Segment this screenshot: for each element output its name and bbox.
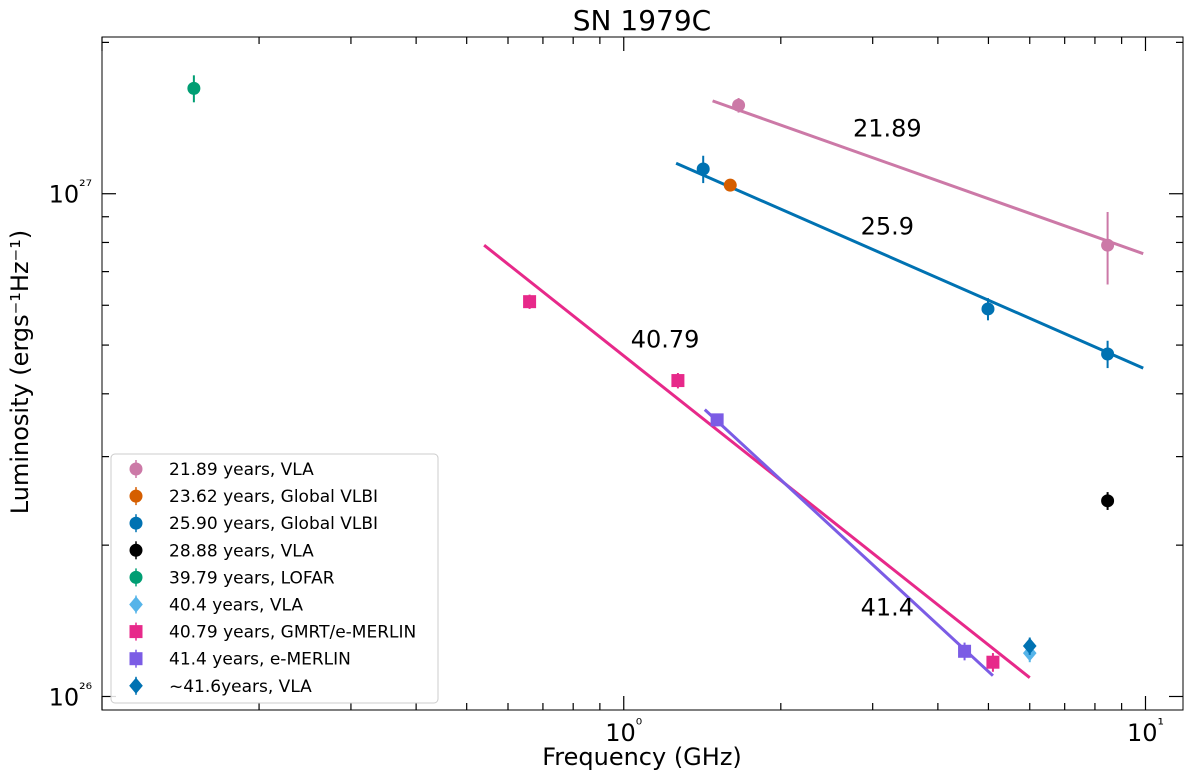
data-point: [732, 98, 746, 112]
legend-marker: [129, 462, 143, 476]
fit-line: [703, 408, 994, 677]
data-point: [523, 295, 537, 309]
legend-marker: [129, 677, 143, 694]
data-point: [1101, 494, 1115, 508]
y-tick-label: 10²⁷: [49, 177, 92, 209]
x-axis-label: Frequency (GHz): [542, 743, 742, 771]
fit-line: [712, 99, 1144, 256]
fit-line-label: 25.9: [861, 212, 914, 240]
legend-marker: [129, 625, 143, 639]
fit-lines: [483, 99, 1144, 679]
legend-label: 21.89 years, VLA: [169, 460, 314, 480]
data-point: [723, 178, 737, 192]
fit-line: [483, 244, 1031, 679]
legend-box: [110, 453, 439, 704]
legend-label: 28.88 years, VLA: [169, 541, 314, 561]
x-tick-label: 10¹: [1127, 715, 1164, 747]
chart-title: SN 1979C: [573, 4, 711, 37]
legend-label: 39.79 years, LOFAR: [169, 568, 335, 588]
data-point: [1101, 238, 1115, 252]
axis-ticks: 10⁰ 10¹ 10²⁶ 10²⁷: [49, 37, 1183, 747]
data-point: [696, 162, 710, 176]
data-points: [187, 75, 1115, 672]
fit-line-label: 40.79: [631, 325, 700, 353]
legend-marker: [129, 596, 143, 613]
y-axis-label: Luminosity (ergs⁻¹Hz⁻¹): [6, 230, 34, 514]
fit-line-label: 21.89: [853, 114, 922, 142]
data-point: [981, 302, 995, 316]
legend-marker: [129, 570, 143, 584]
legend-label: 40.4 years, VLA: [169, 596, 303, 616]
fit-line: [675, 161, 1144, 370]
legend-marker: [129, 489, 143, 503]
fit-line-label: 41.4: [861, 593, 914, 621]
data-point: [958, 644, 972, 658]
data-point: [1022, 637, 1037, 655]
y-tick-label: 10²⁶: [49, 679, 92, 711]
legend-marker: [129, 543, 143, 557]
legend-label: 40.79 years, GMRT/e-MERLIN: [169, 623, 416, 643]
data-point: [671, 374, 685, 388]
legend-label: 23.62 years, Global VLBI: [169, 487, 378, 507]
legend-marker: [129, 516, 143, 530]
legend: 21.89 years, VLA 23.62 years, Global VLBI…: [110, 453, 439, 704]
data-point: [187, 81, 201, 95]
data-point: [986, 655, 1000, 669]
legend-marker: [129, 652, 143, 666]
x-tick-label: 10⁰: [605, 715, 642, 747]
legend-label: 25.90 years, Global VLBI: [169, 514, 378, 534]
plot-frame: [101, 36, 1184, 711]
legend-label: 41.4 years, e-MERLIN: [169, 650, 351, 670]
legend-label: ~41.6years, VLA: [169, 677, 312, 697]
data-point: [1101, 347, 1115, 361]
fit-labels: 21.89 25.9 40.79 41.4: [631, 114, 922, 621]
data-point: [710, 413, 724, 427]
